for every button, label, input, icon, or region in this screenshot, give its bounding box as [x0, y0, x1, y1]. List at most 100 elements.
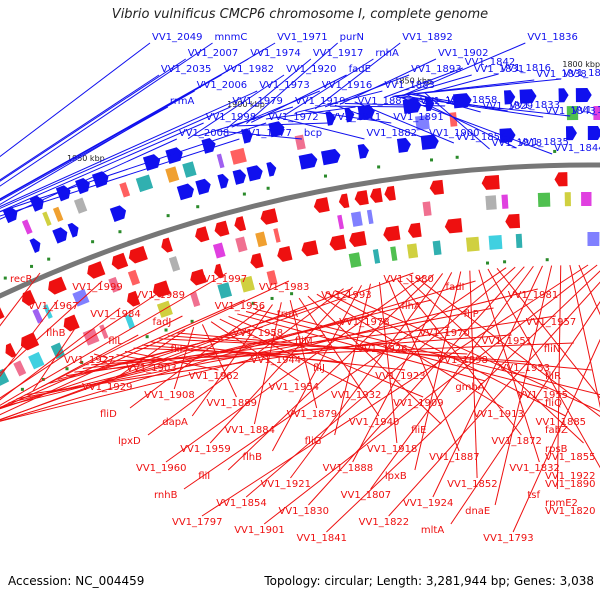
gene-label-forward[interactable]: VV1_1974 — [250, 48, 300, 59]
gene-label-reverse[interactable]: VV1_1960 — [136, 463, 187, 474]
gene-label-reverse[interactable]: VV1_1983 — [259, 282, 310, 293]
gene-label-forward[interactable]: VV1_1833 — [509, 100, 559, 111]
gene-label-forward[interactable]: mnmC — [215, 32, 248, 43]
gene-label-reverse[interactable]: VV1_1989 — [134, 290, 185, 301]
gene-label-forward[interactable]: VV1_2049 — [152, 32, 203, 43]
gene-label-forward[interactable]: VV1_1972 — [268, 112, 319, 123]
gene-label-forward[interactable]: VV1_1857 — [572, 105, 600, 116]
gene-label-reverse[interactable]: VV1_1888 — [323, 463, 374, 474]
gene-label-forward[interactable]: VV1_1917 — [313, 48, 364, 59]
gene-label-forward[interactable]: VV1_1919 — [295, 96, 346, 107]
gene-label-reverse[interactable]: fliR — [545, 371, 561, 382]
gene-label-reverse[interactable]: VV1_1889 — [206, 398, 257, 409]
gene-label-forward[interactable]: VV1_1838 — [536, 69, 587, 80]
gene-label-reverse[interactable]: VV1_1970 — [419, 328, 470, 339]
gene-label-forward[interactable]: VV1_1858 — [447, 95, 498, 106]
gene-label-reverse[interactable]: tsf — [527, 490, 540, 501]
gene-label-reverse[interactable]: VV1_1932 — [331, 390, 382, 401]
gene-label-reverse[interactable]: fliG — [305, 436, 322, 447]
gene-label-reverse[interactable]: VV1_1872 — [491, 436, 542, 447]
gene-label-reverse[interactable]: VV1_1832 — [509, 463, 560, 474]
gene-label-reverse[interactable]: fliE — [411, 425, 426, 436]
gene-label-forward[interactable]: VV1_2035 — [161, 64, 212, 75]
gene-label-reverse[interactable]: dapA — [162, 417, 188, 428]
gene-label-forward[interactable]: VV1_1894 — [420, 96, 471, 107]
gene-label-reverse[interactable]: VV1_1793 — [483, 533, 533, 544]
gene-label-reverse[interactable]: VV1_1959 — [180, 444, 231, 455]
gene-label-forward[interactable]: VV1_1891 — [393, 112, 444, 123]
gene-label-reverse[interactable]: VV1_1901 — [234, 525, 285, 536]
gene-label-forward[interactable]: VV1_1853 — [563, 68, 600, 79]
gene-label-forward[interactable]: bcp — [304, 128, 322, 139]
gene-label-reverse[interactable]: truA — [277, 309, 298, 320]
gene-label-forward[interactable]: VV1_1881 — [358, 96, 409, 107]
gene-label-forward[interactable]: VV1_1971 — [277, 32, 328, 43]
gene-label-forward[interactable]: VV1_1816 — [501, 63, 551, 74]
gene-label-forward[interactable]: fadE — [349, 64, 371, 75]
gene-label-reverse[interactable]: VV1_1841 — [296, 533, 347, 544]
gene-label-reverse[interactable]: VV1_1921 — [260, 479, 311, 490]
gene-label-forward[interactable]: VV1_1843 — [545, 106, 596, 117]
gene-label-reverse[interactable]: VV1_1924 — [403, 498, 454, 509]
gene-label-reverse[interactable]: VV1_1887 — [429, 452, 480, 463]
gene-label-reverse[interactable]: flhB — [46, 328, 66, 339]
gene-label-forward[interactable]: VV1_1882 — [366, 128, 417, 139]
gene-label-forward[interactable]: VV1_2006 — [197, 80, 248, 91]
gene-label-reverse[interactable]: VV1_1908 — [144, 390, 195, 401]
gene-label-forward[interactable]: VV1_1900 — [429, 128, 480, 139]
gene-label-forward[interactable]: VV1_1902 — [438, 48, 489, 59]
gene-label-reverse[interactable]: rpmE2 — [545, 498, 578, 509]
gene-label-forward[interactable]: VV1_2007 — [188, 48, 239, 59]
gene-label-reverse[interactable]: VV1_1852 — [447, 479, 498, 490]
gene-label-reverse[interactable]: VV1_1903 — [126, 363, 177, 374]
gene-label-reverse[interactable]: VV1_1927 — [64, 355, 115, 366]
gene-label-reverse[interactable]: VV1_1955 — [518, 390, 569, 401]
gene-label-reverse[interactable]: fliD — [100, 409, 117, 420]
gene-label-reverse[interactable]: VV1_1923 — [375, 371, 426, 382]
gene-label-reverse[interactable]: VV1_1822 — [359, 517, 410, 528]
gene-label-reverse[interactable]: VV1_1967 — [28, 301, 79, 312]
gene-label-forward[interactable]: VV1_1977 — [241, 128, 291, 139]
gene-label-forward[interactable]: VV1_1916 — [322, 80, 373, 91]
gene-label-forward[interactable]: rrmA — [170, 96, 195, 107]
gene-label-reverse[interactable]: VV1_1913 — [473, 409, 524, 420]
gene-label-reverse[interactable]: VV1_1918 — [367, 444, 418, 455]
gene-label-forward[interactable]: VV1_1844 — [554, 143, 600, 154]
gene-label-reverse[interactable]: VV1_1944 — [251, 355, 302, 366]
gene-label-reverse[interactable]: fliN — [544, 344, 561, 355]
gene-label-reverse[interactable]: rnhB — [154, 490, 178, 501]
gene-label-forward[interactable]: VV1_1973 — [259, 80, 310, 91]
gene-label-reverse[interactable]: VV1_1929 — [82, 382, 133, 393]
gene-label-reverse[interactable]: fliL — [108, 336, 123, 347]
gene-label-reverse[interactable]: recR — [10, 274, 33, 285]
gene-label-forward[interactable]: VV1_1818 — [492, 138, 543, 149]
gene-label-forward[interactable]: VV1_1883 — [384, 80, 435, 91]
gene-label-reverse[interactable]: VV1_1854 — [216, 498, 267, 509]
gene-label-reverse[interactable]: VV1_1984 — [90, 309, 141, 320]
gene-label-forward[interactable]: VV1_1836 — [527, 32, 578, 43]
gene-label-reverse[interactable]: VV1_1890 — [545, 479, 596, 490]
gene-label-reverse[interactable]: VV1_1884 — [224, 425, 275, 436]
gene-label-forward[interactable]: VV1_2008 — [179, 128, 230, 139]
gene-label-reverse[interactable]: VV1_1953 — [500, 363, 551, 374]
gene-label-reverse[interactable]: fadI — [446, 282, 465, 293]
gene-label-reverse[interactable]: VV1_1940 — [349, 417, 400, 428]
gene-label-reverse[interactable]: fliM — [295, 336, 313, 347]
gene-label-reverse[interactable]: VV1_1981 — [508, 290, 559, 301]
gene-label-forward[interactable]: VV1_1831 — [474, 64, 525, 75]
gene-label-reverse[interactable]: rpsB — [545, 444, 568, 455]
gene-label-reverse[interactable]: VV1_1797 — [172, 517, 223, 528]
gene-label-reverse[interactable]: VV1_1885 — [536, 417, 587, 428]
gene-label-forward[interactable]: VV1_1835 — [518, 137, 569, 148]
gene-label-forward[interactable]: VV1_1893 — [411, 64, 462, 75]
gene-label-reverse[interactable]: VV1_1956 — [215, 301, 266, 312]
gene-label-reverse[interactable]: flhB — [242, 452, 262, 463]
gene-label-reverse[interactable]: VV1_1954 — [269, 382, 320, 393]
gene-label-forward[interactable]: VV1_1979 — [232, 96, 283, 107]
gene-label-reverse[interactable]: flhA — [401, 301, 421, 312]
gene-label-reverse[interactable]: dnaE — [465, 506, 490, 517]
gene-label-forward[interactable]: VV1_1892 — [402, 32, 453, 43]
gene-label-forward[interactable]: VV1_1920 — [286, 64, 337, 75]
gene-label-forward[interactable]: VV1_1856 — [456, 132, 507, 143]
